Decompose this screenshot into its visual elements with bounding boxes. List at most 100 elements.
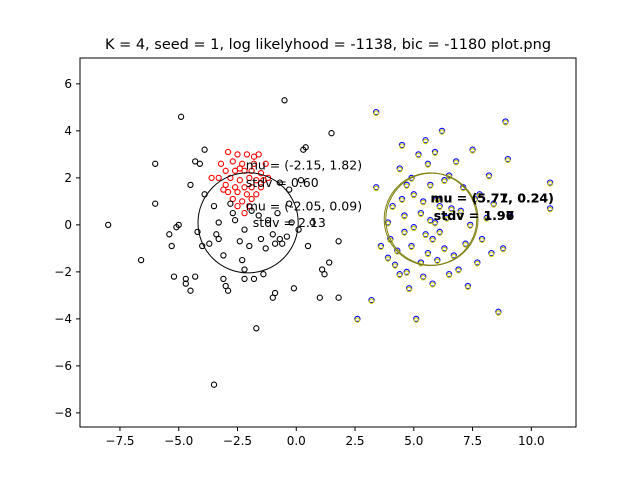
data-point-overlay <box>392 263 398 269</box>
data-point <box>420 198 427 205</box>
data-point <box>434 195 441 203</box>
data-point <box>187 181 194 189</box>
data-point-overlay <box>420 199 426 206</box>
data-point <box>297 177 305 184</box>
data-point <box>436 228 443 236</box>
data-point <box>507 212 514 219</box>
data-point-overlay <box>399 143 405 149</box>
data-point <box>234 151 241 158</box>
y-tick-label: −6 <box>54 359 72 373</box>
data-point <box>304 242 312 250</box>
stdv-label: stdv = 0.60 <box>246 175 319 190</box>
data-point <box>250 275 258 283</box>
data-point <box>302 144 309 151</box>
data-point-overlay <box>469 148 476 154</box>
data-point <box>241 209 248 217</box>
data-point-overlay <box>401 230 408 236</box>
data-point <box>420 273 427 280</box>
data-point <box>441 245 448 252</box>
stdv-label: stdv = 1.97 <box>434 208 515 223</box>
data-point-overlay <box>453 159 459 166</box>
data-point <box>384 254 392 261</box>
data-point <box>431 219 439 226</box>
data-point <box>246 242 253 250</box>
data-point <box>236 165 243 172</box>
data-point <box>250 153 258 160</box>
data-point-overlay <box>408 244 415 250</box>
data-point <box>354 315 361 323</box>
x-tick-label: 5.0 <box>404 434 423 448</box>
data-point <box>206 240 213 247</box>
data-point <box>239 160 246 167</box>
data-point-overlay <box>495 310 502 316</box>
data-point <box>476 191 483 198</box>
data-point-overlay <box>455 267 462 274</box>
data-point <box>227 200 234 207</box>
data-point <box>241 275 248 283</box>
data-point <box>248 195 255 203</box>
data-point <box>182 280 189 287</box>
data-point-overlay <box>436 204 443 211</box>
x-tick-label: 0.0 <box>287 434 306 448</box>
data-point <box>253 325 260 332</box>
data-point <box>166 231 173 238</box>
data-point <box>415 151 422 158</box>
data-point <box>429 235 436 243</box>
data-point <box>483 214 490 221</box>
data-point-overlay <box>434 258 441 265</box>
data-point-overlay <box>413 317 419 323</box>
data-point-overlay <box>505 157 511 164</box>
data-point <box>276 235 283 243</box>
data-point <box>257 235 265 243</box>
data-point <box>467 221 474 229</box>
data-point <box>417 209 425 217</box>
data-point <box>276 179 283 186</box>
stdv-label: stdv = 1.96 <box>434 208 515 223</box>
data-point-overlay <box>385 256 391 262</box>
data-point-overlay <box>401 213 408 220</box>
data-point <box>227 174 234 182</box>
data-point <box>264 217 272 224</box>
data-point <box>288 219 295 226</box>
y-tick-label: −2 <box>54 265 72 279</box>
data-point <box>215 219 222 226</box>
data-point <box>318 266 326 273</box>
data-point <box>441 177 448 184</box>
data-point-overlay <box>479 237 485 243</box>
data-point <box>274 209 281 217</box>
data-point <box>137 256 145 264</box>
component-circle <box>385 172 479 266</box>
data-point <box>248 207 255 214</box>
data-point <box>220 252 227 259</box>
data-point <box>290 285 298 292</box>
data-point <box>427 181 434 189</box>
data-point <box>424 160 432 167</box>
data-point <box>196 160 204 167</box>
data-point <box>152 160 159 167</box>
data-point <box>253 177 260 184</box>
data-point-overlay <box>427 183 434 189</box>
data-point <box>410 224 417 231</box>
y-tick-label: −8 <box>54 406 72 420</box>
data-point <box>269 231 276 238</box>
data-point <box>286 186 293 193</box>
data-point <box>262 245 269 252</box>
data-point <box>417 259 425 266</box>
data-point <box>398 141 406 149</box>
data-point <box>321 271 328 278</box>
data-point <box>194 228 201 236</box>
data-point-overlay <box>439 129 445 135</box>
data-point-overlay <box>418 211 424 218</box>
x-tick-label: −7.5 <box>105 434 134 448</box>
data-point <box>408 242 415 250</box>
data-point-overlay <box>378 244 384 250</box>
data-point <box>234 188 241 196</box>
axes-frame <box>79 57 577 428</box>
data-point-overlay <box>490 202 497 208</box>
data-point <box>368 296 375 304</box>
data-point-overlay <box>446 272 452 279</box>
component-circle <box>197 172 299 274</box>
data-point <box>241 184 248 191</box>
data-point <box>239 256 246 264</box>
